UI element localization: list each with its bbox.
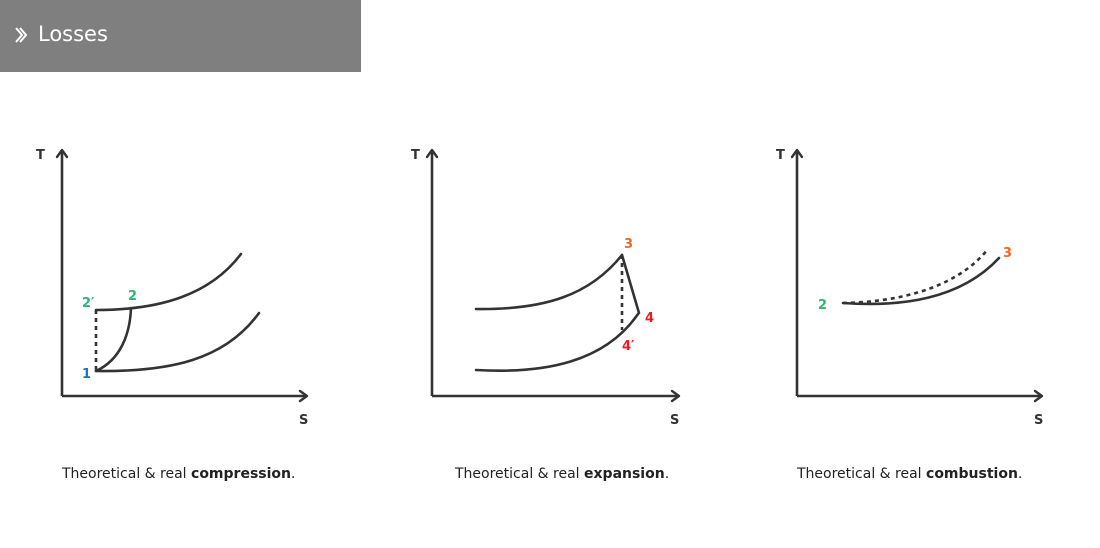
real-expansion-line — [620, 253, 641, 315]
y-axis-arrow-icon — [425, 148, 439, 159]
point-2-label: 2 — [128, 289, 137, 304]
point-3-label: 3 — [1003, 246, 1012, 261]
caption-suffix: . — [1017, 466, 1023, 482]
caption-prefix: Theoretical & real — [455, 466, 585, 482]
expansion-diagram: T S 3 4 4′ — [411, 148, 681, 428]
header-bar: Losses — [0, 0, 361, 72]
combustion-diagram: T S 2 3 — [776, 148, 1043, 428]
x-axis-arrow-icon — [298, 389, 309, 403]
point-2prime-label: 2′ — [82, 296, 95, 311]
caption-prefix: Theoretical & real — [797, 466, 927, 482]
lower-isobar — [474, 312, 640, 372]
combustion-caption: Theoretical & real combustion. — [797, 466, 1022, 482]
x-axis-label: S — [670, 413, 679, 428]
lower-isobar — [94, 311, 261, 373]
point-3-label: 3 — [624, 237, 633, 252]
caption-prefix: Theoretical & real — [62, 466, 192, 482]
upper-isobar — [474, 253, 624, 311]
y-axis-label: T — [776, 148, 785, 163]
y-axis-label: T — [36, 148, 45, 163]
x-axis-label: S — [1034, 413, 1043, 428]
caption-suffix: . — [664, 466, 670, 482]
y-axis-arrow-icon — [790, 148, 804, 159]
page-title: Losses — [38, 22, 108, 46]
x-axis-label: S — [299, 413, 308, 428]
caption-suffix: . — [291, 466, 296, 482]
point-2-label: 2 — [818, 298, 827, 313]
y-axis-arrow-icon — [55, 148, 69, 159]
expansion-caption: Theoretical & real expansion. — [455, 466, 669, 482]
y-axis-label: T — [411, 148, 420, 163]
ideal-combustion-curve — [842, 248, 990, 305]
point-4prime-label: 4′ — [622, 339, 635, 354]
caption-bold: expansion — [584, 466, 665, 482]
x-axis-arrow-icon — [1033, 389, 1044, 403]
real-combustion-curve — [841, 256, 1001, 306]
point-4-label: 4 — [645, 311, 654, 326]
double-chevron-right-icon — [15, 27, 28, 43]
point-1-label: 1 — [82, 367, 91, 382]
upper-isobar — [94, 252, 243, 312]
x-axis-arrow-icon — [670, 389, 681, 403]
caption-bold: compression — [191, 466, 291, 482]
compression-diagram: T S 1 2′ 2 — [36, 148, 308, 428]
caption-bold: combustion — [926, 466, 1018, 482]
real-compression-curve — [94, 306, 133, 373]
compression-caption: Theoretical & real compression. — [62, 466, 295, 482]
